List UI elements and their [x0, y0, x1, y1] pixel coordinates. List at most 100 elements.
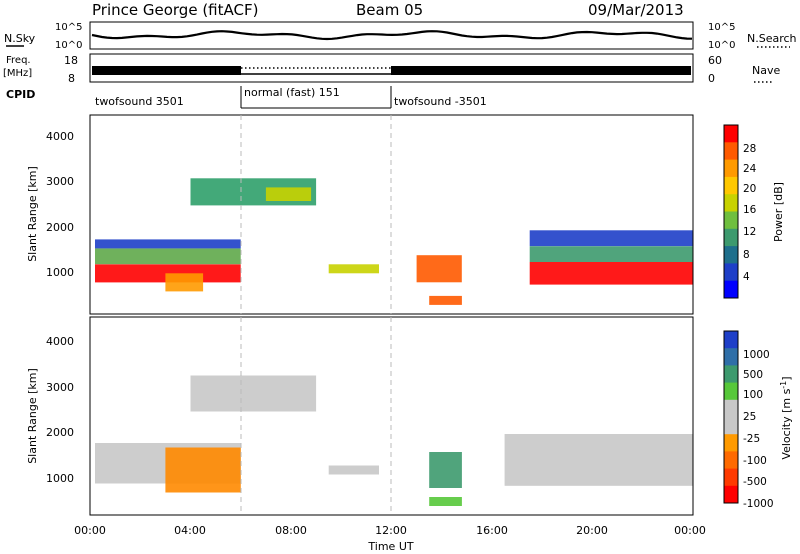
velocity-cb-swatch-4	[724, 399, 738, 418]
velocity-cb-tick-neg500: -500	[743, 476, 767, 488]
xtick-3: 12:00	[375, 524, 407, 537]
power-yticks: 4000 3000 2000 1000	[46, 130, 74, 279]
freq-tick-high: 18	[64, 54, 78, 67]
velocity-cb-tick-neg1000: -1000	[743, 498, 774, 510]
power-cb-tick-16: 16	[743, 204, 757, 216]
velocity-ytick-2000: 2000	[46, 426, 74, 439]
cpid-seg-3: twofsound -3501	[394, 95, 487, 108]
velocity-cb-swatch-2	[724, 365, 738, 384]
velocity-ytick-3000: 3000	[46, 381, 74, 394]
velocity-colorbar: 1000 500 100 25 -25 -100 -500 -1000 Velo…	[723, 330, 793, 510]
power-cb-swatch-1	[724, 142, 738, 161]
power-region-5	[265, 187, 312, 201]
power-region-11	[529, 230, 693, 247]
power-region-3	[165, 273, 204, 292]
velocity-cb-swatch-5	[724, 417, 738, 435]
velocity-yticks: 4000 3000 2000 1000	[46, 335, 74, 485]
power-cb-tick-20: 20	[743, 183, 756, 195]
power-region-9	[529, 262, 693, 285]
nsky-label: N.Sky	[4, 32, 36, 45]
nave-tick-high: 60	[708, 54, 722, 67]
velocity-colorbar-frame	[723, 330, 739, 504]
velocity-cb-swatch-6	[724, 434, 738, 452]
velocity-ylabel: Slant Range [km]	[26, 368, 39, 464]
velocity-cb-tick-100: 100	[743, 389, 763, 401]
velocity-cb-label: Velocity [m s-1]	[779, 376, 793, 459]
power-cb-swatch-4	[724, 194, 738, 212]
power-region-7	[416, 255, 462, 283]
velocity-cb-label-end: ]	[780, 376, 793, 380]
power-cb-tick-28: 28	[743, 143, 756, 155]
power-cb-tick-8: 8	[743, 249, 750, 261]
nsky-frame	[89, 21, 694, 50]
nave-label: Nave	[752, 64, 780, 77]
velocity-region-5	[429, 497, 462, 506]
freq-band-seg1	[92, 66, 241, 75]
xtick-5: 20:00	[576, 524, 608, 537]
power-cb-swatch-9	[724, 280, 738, 299]
power-cb-tick-12: 12	[743, 226, 756, 238]
nave-tick-low: 0	[708, 72, 715, 85]
velocity-colorbar-swatches	[724, 331, 738, 504]
power-cb-swatch-5	[724, 211, 738, 230]
power-cb-tick-4: 4	[743, 271, 750, 283]
power-cb-swatch-6	[724, 228, 738, 247]
power-colorbar-frame	[723, 124, 739, 299]
power-cb-swatch-0	[724, 125, 738, 143]
freq-label-line1: Freq.	[6, 55, 31, 66]
nsky-tick-high: 10^5	[55, 22, 82, 33]
power-region-8	[429, 295, 462, 305]
freq-band-seg3	[391, 66, 691, 75]
nsearch-tick-low: 10^0	[708, 40, 735, 51]
power-ytick-3000: 3000	[46, 175, 74, 188]
velocity-cb-tick-neg25: -25	[743, 433, 760, 445]
beam-title: Beam 05	[356, 1, 423, 19]
velocity-region-2	[190, 375, 317, 412]
power-cb-swatch-3	[724, 176, 738, 195]
nsky-panel: N.Sky 10^5 10^0 10^5 10^0 N.Search	[4, 21, 797, 51]
nsearch-tick-high: 10^5	[708, 22, 735, 33]
velocity-cb-label-sup: -1	[779, 381, 788, 389]
velocity-cb-tick-500: 500	[743, 369, 763, 381]
freq-frame	[89, 53, 694, 83]
velocity-panel: 4000 3000 2000 1000 Slant Range [km]	[26, 316, 694, 516]
xlabel: Time UT	[367, 540, 413, 553]
power-ylabel: Slant Range [km]	[26, 166, 39, 262]
power-ytick-4000: 4000	[46, 130, 74, 143]
date-title: 09/Mar/2013	[588, 1, 684, 19]
velocity-region-6	[504, 434, 693, 486]
nsky-tick-low: 10^0	[55, 40, 82, 51]
xtick-2: 08:00	[275, 524, 307, 537]
velocity-region-3	[328, 465, 379, 475]
velocity-cb-tick-1000: 1000	[743, 349, 770, 361]
velocity-cb-swatch-1	[724, 348, 738, 366]
cpid-seg-2: normal (fast) 151	[244, 86, 340, 99]
velocity-cb-swatch-0	[724, 331, 738, 349]
velocity-cb-swatch-7	[724, 451, 738, 470]
power-colorbar: 28 24 20 16 12 8 4 Power [dB]	[723, 124, 785, 299]
xtick-4: 16:00	[476, 524, 508, 537]
power-colorbar-swatches	[724, 125, 738, 299]
velocity-cb-swatch-3	[724, 382, 738, 401]
velocity-cb-tick-25: 25	[743, 411, 756, 423]
xtick-6: 00:00	[674, 524, 706, 537]
velocity-ytick-1000: 1000	[46, 472, 74, 485]
power-cb-swatch-7	[724, 246, 738, 264]
power-cb-swatch-2	[724, 159, 738, 178]
velocity-ytick-4000: 4000	[46, 335, 74, 348]
cpid-seg-1: twofsound 3501	[95, 95, 184, 108]
power-cb-tick-24: 24	[743, 163, 757, 175]
power-ytick-1000: 1000	[46, 266, 74, 279]
power-region-2	[95, 239, 241, 249]
xtick-1: 04:00	[174, 524, 206, 537]
freq-label-line2: [MHz]	[3, 68, 32, 79]
velocity-cb-tick-neg100: -100	[743, 455, 767, 467]
velocity-marks	[95, 375, 693, 506]
velocity-region-4	[429, 452, 462, 488]
power-ytick-2000: 2000	[46, 221, 74, 234]
nsky-trace	[91, 30, 693, 41]
velocity-cb-swatch-8	[724, 468, 738, 487]
power-cb-label: Power [dB]	[772, 182, 785, 242]
xtick-0: 00:00	[74, 524, 106, 537]
